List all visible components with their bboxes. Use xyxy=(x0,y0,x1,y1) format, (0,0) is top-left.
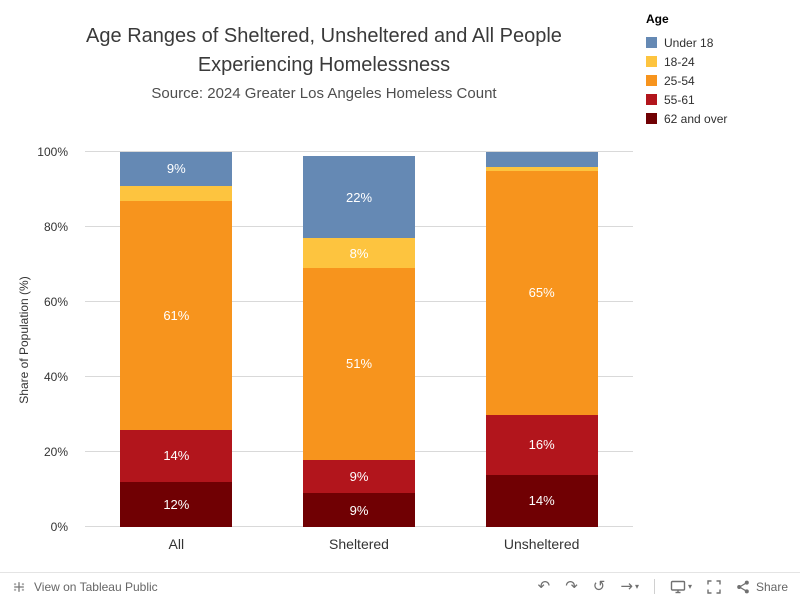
legend-swatch xyxy=(646,37,657,48)
fullscreen-icon xyxy=(707,579,721,594)
x-axis: All Sheltered Unsheltered xyxy=(85,536,633,558)
bar-segment-55-61[interactable]: 14% xyxy=(120,429,233,482)
share-icon xyxy=(737,580,749,593)
bar-segment-62-and-over[interactable]: 12% xyxy=(120,482,233,527)
legend-item-25-54[interactable]: 25-54 xyxy=(646,71,727,90)
legend-item-18-24[interactable]: 18-24 xyxy=(646,52,727,71)
y-axis-tick-label: 80% xyxy=(43,220,68,234)
segment-label: 12% xyxy=(163,497,190,512)
y-axis-tick-label: 100% xyxy=(37,145,68,159)
gridline xyxy=(85,151,633,152)
reset-button[interactable]: ↺ xyxy=(592,577,606,595)
legend-swatch xyxy=(646,56,657,67)
bar-segment-25-54[interactable]: 65% xyxy=(485,170,598,415)
chart-title-line2: Experiencing Homelessness xyxy=(197,54,451,76)
y-axis-tick-label: 60% xyxy=(43,295,68,309)
y-axis-tick-label: 40% xyxy=(43,370,68,384)
segment-label: 51% xyxy=(345,356,373,372)
view-on-tableau-label: View on Tableau Public xyxy=(34,579,158,594)
legend-swatch xyxy=(646,75,657,86)
x-axis-category-label: Unsheltered xyxy=(503,536,580,552)
download-icon xyxy=(670,580,686,593)
refresh-button[interactable]: → ▾ xyxy=(620,577,639,595)
chevron-down-icon: ▾ xyxy=(687,581,692,591)
view-on-tableau-link[interactable]: View on Tableau Public xyxy=(12,580,158,594)
legend-label: Under 18 xyxy=(664,35,714,50)
legend-items: Under 18 18-24 25-54 55-61 62 and over xyxy=(646,33,727,128)
segment-label: 14% xyxy=(528,493,555,509)
share-label: Share xyxy=(755,579,788,594)
legend-item-62-and-over[interactable]: 62 and over xyxy=(646,109,727,128)
segment-label: 9% xyxy=(166,161,186,177)
legend-item-55-61[interactable]: 55-61 xyxy=(646,90,727,109)
bar-segment-55-61[interactable]: 9% xyxy=(303,459,415,494)
legend-label: 62 and over xyxy=(664,111,728,126)
fullscreen-button[interactable] xyxy=(707,579,721,594)
legend-title: Age xyxy=(646,12,669,26)
segment-label: 22% xyxy=(345,189,373,205)
bar-segment-18-24[interactable] xyxy=(485,167,598,171)
legend-item-under-18[interactable]: Under 18 xyxy=(646,33,727,52)
undo-button[interactable]: ↶ xyxy=(537,577,551,595)
bar-segment-under-18[interactable]: 9% xyxy=(120,152,233,186)
bar-segment-25-54[interactable]: 61% xyxy=(120,200,233,430)
legend-swatch xyxy=(646,94,657,105)
legend-label: 25-54 xyxy=(664,73,695,88)
segment-label: 61% xyxy=(163,307,190,323)
segment-label: 16% xyxy=(528,437,555,452)
bar-segment-18-24[interactable] xyxy=(120,185,233,201)
chart-title-line1: Age Ranges of Sheltered, Unsheltered and… xyxy=(86,25,562,47)
tableau-logo-icon xyxy=(13,581,25,592)
toolbar-divider xyxy=(653,579,655,594)
bar-segment-62-and-over[interactable]: 9% xyxy=(303,493,415,527)
segment-label: 8% xyxy=(349,245,369,261)
bar-sheltered: 9% 9% 51% 8% 22% xyxy=(303,152,415,527)
toolbar-actions: ↶ ↷ ↺ → ▾ ▾ xyxy=(538,579,788,594)
bar-segment-25-54[interactable]: 51% xyxy=(303,268,415,460)
x-axis-category-label: All xyxy=(168,536,185,552)
share-button[interactable]: Share xyxy=(736,580,788,594)
segment-label: 14% xyxy=(163,448,190,464)
chart-title-block: Age Ranges of Sheltered, Unsheltered and… xyxy=(0,22,648,104)
chart-source-line: Source: 2024 Greater Los Angeles Homeles… xyxy=(151,85,497,102)
segment-label: 9% xyxy=(349,468,369,484)
x-axis-category-label: Sheltered xyxy=(329,536,389,552)
y-axis-tick-label: 0% xyxy=(50,520,68,534)
bar-all: 12% 14% 61% 9% xyxy=(120,152,233,527)
legend: Age Under 18 18-24 25-54 55-61 62 and over xyxy=(646,12,727,128)
segment-label: 65% xyxy=(528,285,555,301)
y-axis: 0% 20% 40% 60% 80% 100% xyxy=(0,145,76,534)
legend-label: 18-24 xyxy=(664,54,695,69)
bar-segment-62-and-over[interactable]: 14% xyxy=(485,474,598,527)
toolbar: View on Tableau Public ↶ ↷ ↺ → ▾ ▾ xyxy=(0,572,800,600)
download-button[interactable]: ▾ xyxy=(670,580,692,594)
bar-unsheltered: 14% 16% 65% xyxy=(485,152,598,527)
y-axis-tick-label: 20% xyxy=(43,445,68,459)
segment-label: 9% xyxy=(349,502,369,518)
legend-label: 55-61 xyxy=(664,92,695,107)
bar-segment-18-24[interactable]: 8% xyxy=(303,238,415,269)
bar-segment-under-18[interactable] xyxy=(485,152,598,167)
bar-segment-55-61[interactable]: 16% xyxy=(485,414,598,475)
plot-area: 12% 14% 61% 9% 9% 9% 51% 8% 22% 14% 16% 65% xyxy=(85,151,633,527)
chevron-down-icon: ▾ xyxy=(634,581,639,591)
legend-swatch xyxy=(646,113,657,124)
bar-segment-under-18[interactable]: 22% xyxy=(303,155,415,239)
redo-button[interactable]: ↷ xyxy=(565,577,578,595)
